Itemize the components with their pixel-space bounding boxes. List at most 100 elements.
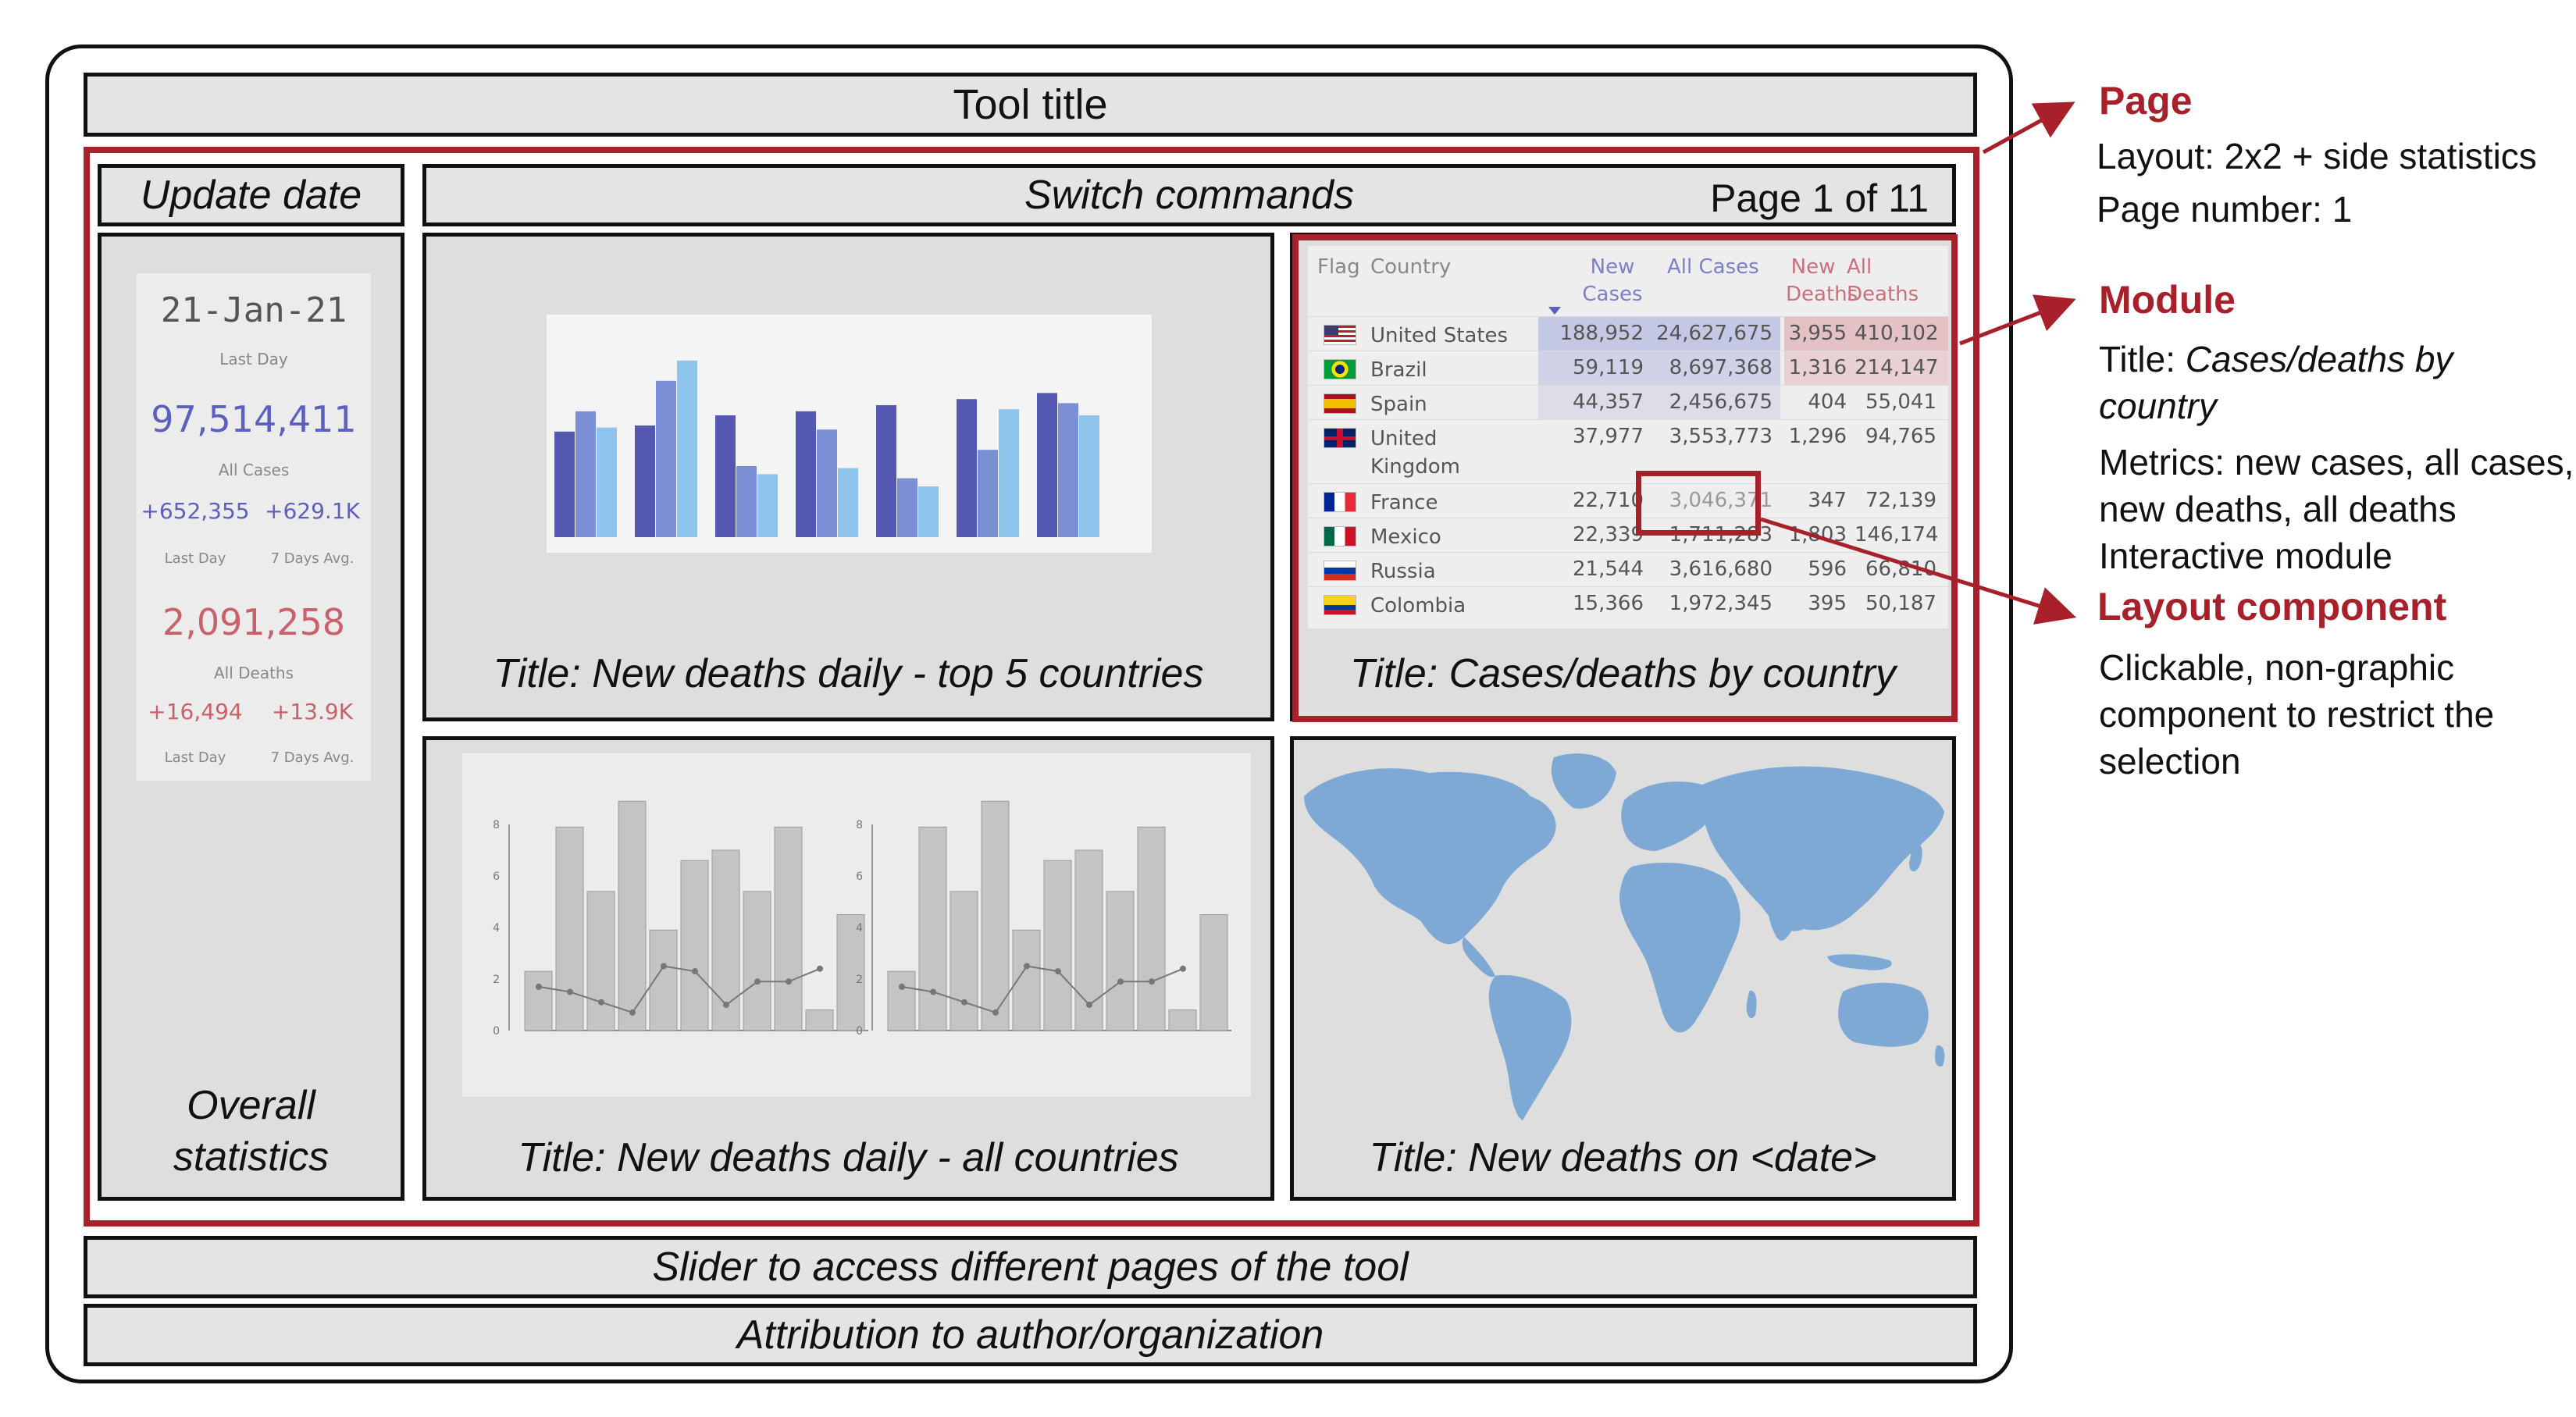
page-arrow bbox=[1982, 101, 2075, 155]
map-new-zealand[interactable] bbox=[1934, 1045, 1945, 1067]
cell-all-cases[interactable]: 8,697,368 bbox=[1669, 356, 1773, 379]
small-chart-1-bar-7 bbox=[1106, 891, 1135, 1031]
stats-cases-last-day: +652,355 bbox=[141, 498, 250, 524]
layout-component-highlight[interactable] bbox=[1636, 471, 1761, 536]
small-chart-0-point-4 bbox=[661, 963, 667, 970]
cell-all-cases[interactable]: 3,553,773 bbox=[1669, 425, 1773, 448]
map-australia[interactable] bbox=[1838, 982, 1929, 1047]
cell-all-cases[interactable]: 3,046,371 bbox=[1669, 489, 1773, 512]
map-greenland[interactable] bbox=[1551, 753, 1616, 809]
cases-deaths-table[interactable]: Flag Country New Cases All Cases New Dea… bbox=[1308, 246, 1948, 628]
table-header-all-cases[interactable]: All Cases bbox=[1667, 255, 1759, 279]
cell-country[interactable]: Colombia bbox=[1370, 594, 1466, 618]
bar-g1-s1 bbox=[656, 380, 676, 537]
cell-country[interactable]: United States bbox=[1370, 324, 1509, 347]
table-header-country[interactable]: Country bbox=[1370, 255, 1452, 279]
cell-all-deaths[interactable]: 214,147 bbox=[1855, 356, 1939, 379]
small-chart-1-point-6 bbox=[1086, 1002, 1092, 1008]
cell-country[interactable]: Mexico bbox=[1370, 525, 1441, 549]
cell-all-cases[interactable]: 24,627,675 bbox=[1656, 322, 1773, 345]
cell-new-cases[interactable]: 21,544 bbox=[1573, 557, 1644, 581]
sort-descending-icon[interactable] bbox=[1548, 307, 1561, 315]
stats-cases-7day-caption: 7 Days Avg. bbox=[270, 550, 355, 567]
flag-uk-icon bbox=[1324, 428, 1356, 448]
map-asia[interactable] bbox=[1699, 766, 1944, 931]
table-row[interactable]: Brazil 59,119 8,697,368 1,316 214,147 bbox=[1308, 351, 1948, 386]
map-north-america[interactable] bbox=[1304, 768, 1556, 945]
table-row[interactable]: United States 188,952 24,627,675 3,955 410,1… bbox=[1308, 316, 1948, 351]
small-chart-1-tick-8: 8 bbox=[856, 819, 863, 831]
cell-country[interactable]: Brazil bbox=[1370, 358, 1427, 382]
table-header-all-deaths[interactable]: All Deaths bbox=[1847, 255, 1919, 306]
cell-all-deaths[interactable]: 55,041 bbox=[1865, 390, 1936, 414]
cell-all-cases[interactable]: 1,972,345 bbox=[1669, 592, 1773, 615]
cell-country[interactable]: United Kingdom bbox=[1370, 427, 1460, 479]
cell-new-deaths[interactable]: 596 bbox=[1808, 557, 1847, 581]
bar-g4-s2 bbox=[918, 486, 939, 537]
map-indonesia[interactable] bbox=[1827, 954, 1892, 970]
cell-country[interactable]: France bbox=[1370, 491, 1438, 514]
table-header-new-deaths-line-1: New bbox=[1790, 255, 1836, 279]
map-central-america[interactable] bbox=[1462, 937, 1495, 977]
table-row[interactable]: Colombia 15,366 1,972,345 395 50,187 bbox=[1308, 586, 1948, 621]
annotation-layout-line-3: selection bbox=[2099, 741, 2241, 781]
small-chart-0-bar-1 bbox=[555, 826, 584, 1031]
cell-all-cases[interactable]: 3,616,680 bbox=[1669, 557, 1773, 581]
cell-new-cases[interactable]: 44,357 bbox=[1573, 390, 1644, 414]
cell-all-deaths[interactable]: 94,765 bbox=[1865, 425, 1936, 448]
map-japan[interactable] bbox=[1909, 842, 1922, 872]
table-header-new-cases[interactable]: New Cases bbox=[1577, 254, 1648, 312]
cell-all-deaths[interactable]: 410,102 bbox=[1855, 322, 1939, 345]
cell-new-deaths[interactable]: 395 bbox=[1808, 592, 1847, 615]
stats-deaths-7day: +13.9K bbox=[271, 699, 354, 725]
stats-all-cases-label: All Cases bbox=[218, 461, 290, 479]
attribution-bar: Attribution to author/organization bbox=[84, 1304, 1977, 1366]
cell-new-cases[interactable]: 59,119 bbox=[1573, 356, 1644, 379]
cell-new-cases[interactable]: 188,952 bbox=[1559, 322, 1644, 345]
cell-new-cases[interactable]: 22,339 bbox=[1573, 523, 1644, 547]
cell-country[interactable]: Spain bbox=[1370, 393, 1427, 416]
cell-all-cases[interactable]: 2,456,675 bbox=[1669, 390, 1773, 414]
map-europe[interactable] bbox=[1621, 781, 1713, 851]
small-chart-0-bar-5 bbox=[680, 860, 709, 1031]
cell-all-deaths[interactable]: 146,174 bbox=[1855, 523, 1939, 547]
tool-frame bbox=[45, 45, 2013, 1383]
cell-new-cases[interactable]: 15,366 bbox=[1573, 592, 1644, 615]
table-row[interactable]: United Kingdom 37,977 3,553,773 1,296 94,765 bbox=[1308, 419, 1948, 484]
small-chart-0-line bbox=[538, 965, 821, 1014]
table-row[interactable]: France 22,710 3,046,371 347 72,139 bbox=[1308, 483, 1948, 518]
world-map[interactable] bbox=[1296, 742, 1952, 1132]
annotation-layout-line-1: Clickable, non-graphic bbox=[2099, 647, 2455, 688]
cell-new-deaths[interactable]: 1,316 bbox=[1788, 356, 1847, 379]
cell-new-deaths[interactable]: 347 bbox=[1808, 489, 1847, 512]
small-chart-1-bar-3 bbox=[981, 800, 1010, 1031]
page-slider-bar[interactable]: Slider to access different pages of the … bbox=[84, 1236, 1977, 1298]
switch-commands-bar[interactable]: Switch commands Page 1 of 11 bbox=[422, 164, 1956, 226]
cell-new-cases[interactable]: 22,710 bbox=[1573, 489, 1644, 512]
small-chart-1-point-5 bbox=[1055, 968, 1061, 975]
cell-all-deaths[interactable]: 72,139 bbox=[1865, 489, 1936, 512]
cell-all-deaths[interactable]: 50,187 bbox=[1865, 592, 1936, 615]
table-row[interactable]: Spain 44,357 2,456,675 404 55,041 bbox=[1308, 385, 1948, 420]
small-chart-1-point-9 bbox=[1180, 965, 1186, 972]
annotation-layout-line-2: component to restrict the bbox=[2099, 694, 2495, 735]
small-chart-0-point-1 bbox=[567, 988, 573, 995]
bar-chart-top5 bbox=[547, 315, 1152, 553]
map-south-america[interactable] bbox=[1488, 975, 1572, 1120]
cell-new-deaths[interactable]: 404 bbox=[1808, 390, 1847, 414]
map-africa[interactable] bbox=[1619, 863, 1740, 1033]
cell-new-deaths[interactable]: 1,296 bbox=[1788, 425, 1847, 448]
cell-new-cases[interactable]: 37,977 bbox=[1573, 425, 1644, 448]
stats-all-deaths-label: All Deaths bbox=[213, 664, 294, 682]
map-india[interactable] bbox=[1768, 890, 1797, 941]
panel-top-right-title: Title: Cases/deaths by country bbox=[1350, 651, 1896, 696]
bar-g6-s1 bbox=[1058, 403, 1078, 537]
small-chart-0-tick-2: 2 bbox=[493, 974, 500, 986]
world-map-shapes bbox=[1304, 753, 1945, 1120]
map-madagascar[interactable] bbox=[1746, 991, 1757, 1019]
annotation-module-title-line: Title: Cases/deaths by country bbox=[2099, 336, 2576, 429]
annotation-module-heading: Module bbox=[2099, 278, 2236, 322]
cell-country[interactable]: Russia bbox=[1370, 560, 1436, 583]
small-chart-0-point-8 bbox=[786, 978, 792, 985]
cell-new-deaths[interactable]: 3,955 bbox=[1788, 322, 1847, 345]
